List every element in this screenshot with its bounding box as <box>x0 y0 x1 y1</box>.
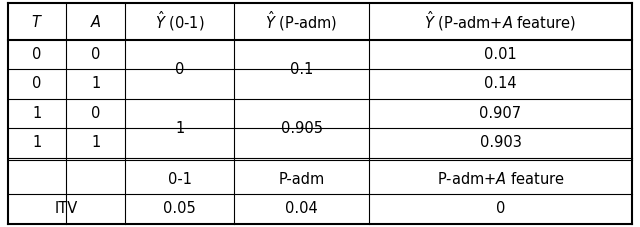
Text: 0.04: 0.04 <box>285 201 318 216</box>
Text: P-adm: P-adm <box>278 172 324 187</box>
Text: 0: 0 <box>33 47 42 62</box>
Text: $\hat{Y}$ (P-adm): $\hat{Y}$ (P-adm) <box>266 10 338 33</box>
Text: 1: 1 <box>91 76 100 91</box>
Text: 0.905: 0.905 <box>280 121 323 136</box>
Text: 0.903: 0.903 <box>479 135 522 150</box>
Text: 0: 0 <box>91 106 100 121</box>
Text: 1: 1 <box>33 135 42 150</box>
Text: 0: 0 <box>33 76 42 91</box>
Text: 0: 0 <box>91 47 100 62</box>
Text: 0.1: 0.1 <box>290 62 313 77</box>
Text: 0: 0 <box>496 201 505 216</box>
Text: P-adm+$A$ feature: P-adm+$A$ feature <box>436 171 564 187</box>
Text: 1: 1 <box>33 106 42 121</box>
Text: 0.907: 0.907 <box>479 106 522 121</box>
Text: 1: 1 <box>175 121 184 136</box>
Text: 0.05: 0.05 <box>163 201 196 216</box>
Text: 0.01: 0.01 <box>484 47 517 62</box>
Text: $T$: $T$ <box>31 14 43 30</box>
Text: $\hat{Y}$ (0-1): $\hat{Y}$ (0-1) <box>155 10 205 33</box>
Text: $A$: $A$ <box>90 14 102 30</box>
Text: ITV: ITV <box>55 201 78 216</box>
Text: 0: 0 <box>175 62 184 77</box>
Text: 0-1: 0-1 <box>168 172 192 187</box>
Text: 1: 1 <box>91 135 100 150</box>
Text: 0.14: 0.14 <box>484 76 517 91</box>
Text: $\hat{Y}$ (P-adm+$A$ feature): $\hat{Y}$ (P-adm+$A$ feature) <box>424 10 577 33</box>
